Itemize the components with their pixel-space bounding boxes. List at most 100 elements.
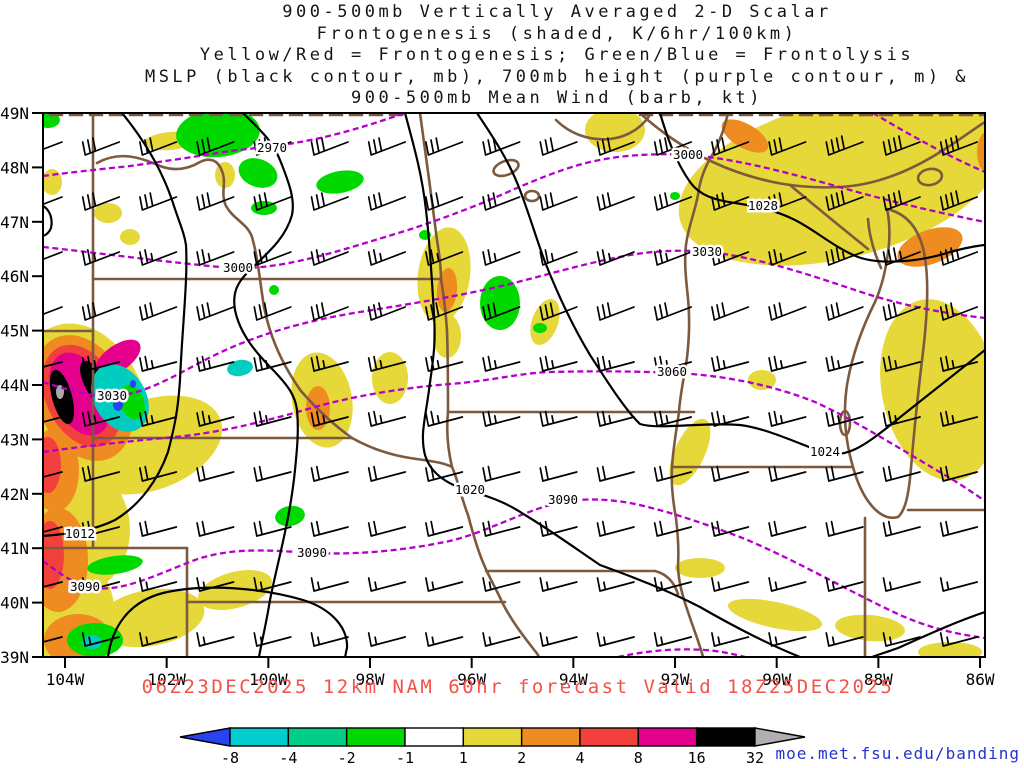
shaded-region bbox=[675, 558, 725, 578]
state-border bbox=[484, 569, 680, 596]
mslp-contour bbox=[871, 610, 985, 657]
shaded-region bbox=[533, 323, 547, 333]
shaded-region bbox=[43, 169, 62, 195]
state-border bbox=[843, 207, 929, 519]
state-border bbox=[95, 154, 354, 440]
colorbar-tick-label: -4 bbox=[279, 749, 297, 767]
wind-barb bbox=[596, 410, 635, 427]
wind-barb bbox=[81, 632, 121, 647]
wind-barb bbox=[768, 465, 807, 482]
wind-barb bbox=[482, 632, 521, 647]
shaded-region bbox=[198, 570, 272, 610]
wind-barb bbox=[768, 302, 807, 321]
wind-barb bbox=[939, 577, 979, 592]
wind-barb bbox=[81, 410, 121, 427]
wind-barb bbox=[539, 520, 578, 537]
wind-barb bbox=[825, 135, 864, 156]
wind-barb bbox=[653, 410, 693, 427]
wind-barb bbox=[367, 577, 407, 592]
wind-barb bbox=[196, 302, 235, 321]
wind-barb bbox=[482, 355, 521, 372]
wind-barb bbox=[539, 355, 578, 372]
colorbar-segment bbox=[520, 727, 581, 747]
wind-barb bbox=[196, 520, 235, 537]
wind-barb bbox=[596, 465, 635, 482]
wind-barb bbox=[711, 192, 750, 211]
wind-barb bbox=[539, 577, 578, 592]
shaded-region bbox=[227, 359, 253, 377]
wind-barb bbox=[939, 410, 979, 427]
title-line-5: 900-500mb Mean Wind (barb, kt) bbox=[350, 88, 764, 108]
wind-barb bbox=[825, 465, 864, 482]
lon-tick-label: 96W bbox=[457, 670, 486, 689]
wind-barb bbox=[253, 632, 292, 647]
wind-barb bbox=[539, 632, 578, 647]
height-contour bbox=[872, 113, 985, 174]
credit-link[interactable]: moe.met.fsu.edu/banding bbox=[775, 744, 1020, 763]
wind-barb bbox=[825, 247, 864, 266]
lon-tick-label: 104W bbox=[46, 670, 85, 689]
shaded-region bbox=[269, 285, 279, 295]
shaded-region bbox=[119, 384, 145, 420]
height-contour-label: 3000 bbox=[223, 260, 253, 275]
shaded-region bbox=[897, 227, 963, 267]
lon-tick-label: 100W bbox=[249, 670, 288, 689]
wind-barb bbox=[196, 410, 235, 427]
wind-barb bbox=[43, 306, 63, 316]
wind-barb bbox=[825, 632, 864, 647]
lon-tick-label: 90W bbox=[762, 670, 791, 689]
lon-tick-label: 88W bbox=[864, 670, 893, 689]
wind-barb bbox=[653, 355, 693, 372]
wind-barb bbox=[43, 526, 63, 533]
wind-barb bbox=[711, 137, 750, 156]
lon-tick-label: 98W bbox=[356, 670, 385, 689]
lake-outline bbox=[916, 167, 944, 187]
wind-barb bbox=[768, 192, 807, 211]
wind-barb bbox=[367, 520, 407, 537]
shaded-region bbox=[669, 418, 711, 486]
shaded-region bbox=[880, 299, 985, 481]
mslp-contour bbox=[658, 113, 985, 263]
chart-title: 900-500mb Vertically Averaged 2-D Scalar… bbox=[90, 2, 1024, 110]
wind-barb bbox=[196, 137, 235, 156]
wind-barb bbox=[825, 410, 864, 427]
title-line-4: MSLP (black contour, mb), 700mb height (… bbox=[144, 66, 970, 87]
wind-barb bbox=[482, 137, 521, 156]
wind-barb bbox=[81, 465, 121, 482]
wind-barb bbox=[367, 355, 407, 372]
wind-barb bbox=[653, 632, 693, 647]
shaded-region bbox=[670, 192, 680, 200]
mslp-contour-label: 1024 bbox=[810, 444, 840, 459]
colorbar-tick-label: 8 bbox=[634, 749, 643, 767]
wind-barb bbox=[425, 355, 464, 372]
wind-barb bbox=[825, 355, 864, 372]
wind-barb bbox=[43, 581, 63, 588]
wind-barb bbox=[882, 410, 921, 427]
wind-barb bbox=[196, 577, 235, 592]
colorbar-left-arrow bbox=[179, 727, 231, 747]
colorbar-segment bbox=[579, 727, 640, 747]
wind-barb bbox=[939, 632, 979, 647]
height-contour bbox=[43, 249, 985, 398]
wind-barb bbox=[253, 577, 292, 592]
wind-barb bbox=[43, 636, 63, 643]
wind-barb bbox=[825, 520, 864, 537]
wind-barb bbox=[653, 577, 693, 592]
shaded-region bbox=[120, 229, 140, 245]
shaded-region bbox=[918, 642, 982, 657]
shaded-region bbox=[835, 614, 905, 642]
wind-barb bbox=[253, 410, 292, 427]
wind-barb bbox=[81, 137, 121, 156]
wind-barb bbox=[882, 355, 921, 372]
title-line-1: 900-500mb Vertically Averaged 2-D Scalar bbox=[282, 2, 832, 22]
wind-barb bbox=[367, 302, 407, 321]
lat-tick-label: 40N bbox=[0, 594, 29, 613]
wind-barb bbox=[43, 416, 63, 423]
colorbar-right-arrow bbox=[754, 727, 806, 747]
wind-barb bbox=[367, 137, 407, 156]
height-contour-label: 3030 bbox=[692, 244, 722, 259]
lat-tick-label: 46N bbox=[0, 267, 29, 286]
shaded-region bbox=[43, 521, 64, 589]
wind-barb bbox=[939, 302, 979, 321]
wind-barb bbox=[310, 137, 349, 156]
